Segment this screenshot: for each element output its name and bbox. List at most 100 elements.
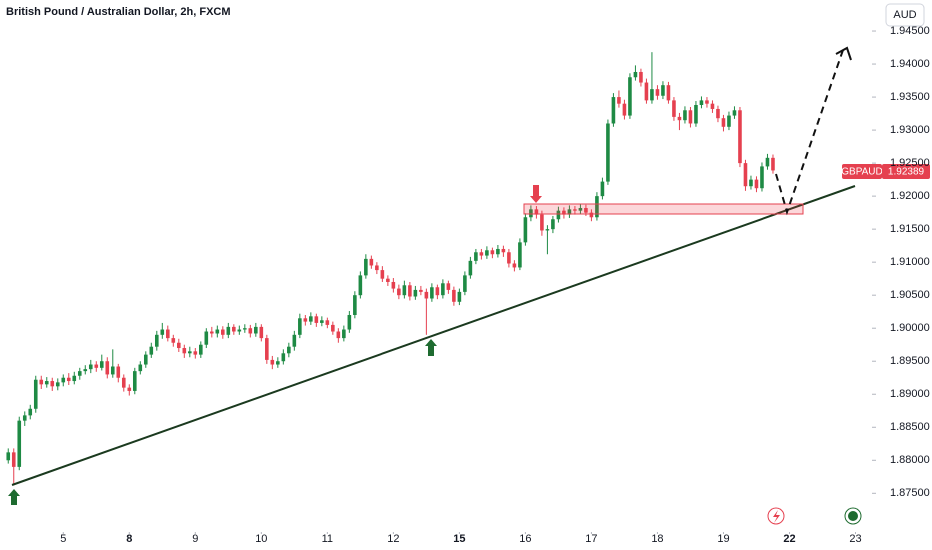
candle-body — [446, 283, 451, 290]
candle-body — [314, 316, 319, 323]
candle-body — [523, 217, 528, 243]
price-tag — [882, 164, 930, 179]
candle-body — [331, 324, 335, 332]
y-tick-label: 1.91000 — [890, 256, 930, 268]
candle-body — [617, 97, 621, 104]
event-icon-flag — [848, 511, 858, 521]
candle-body — [259, 326, 264, 339]
candle-body — [243, 328, 247, 330]
candle-body — [419, 289, 423, 292]
candle-body — [61, 377, 66, 383]
x-tick-label: 16 — [519, 533, 531, 545]
candle-body — [132, 371, 137, 391]
candle-body — [408, 285, 412, 297]
candle-body — [254, 326, 258, 334]
candle-body — [573, 209, 577, 211]
candle-body — [364, 258, 368, 276]
candle-body — [512, 263, 517, 268]
candle-body — [683, 110, 687, 121]
candle-body — [39, 379, 44, 385]
candle-body — [677, 116, 682, 121]
x-tick-label: 11 — [322, 533, 333, 545]
candle-body — [529, 209, 533, 218]
candle-body — [622, 103, 627, 116]
candle-body — [688, 110, 693, 124]
trendline — [11, 185, 856, 486]
candle-body — [55, 382, 60, 387]
candle-body — [716, 108, 720, 119]
currency-label: AUD — [893, 9, 916, 21]
candle-body — [369, 258, 374, 266]
candle-body — [50, 381, 55, 387]
x-tick-label: 5 — [60, 533, 66, 545]
candle-body — [99, 361, 104, 368]
candle-body — [435, 287, 440, 296]
currency-button[interactable] — [885, 3, 925, 27]
candle-body — [11, 452, 16, 467]
candle-body — [562, 210, 566, 215]
candle-body — [463, 275, 467, 292]
candle-body — [303, 318, 308, 322]
symbol-tag — [842, 164, 882, 179]
candle-body — [149, 346, 154, 355]
x-tick-label: 9 — [192, 533, 198, 545]
y-tick-label: 1.93000 — [890, 124, 930, 136]
candle-body — [110, 366, 115, 375]
resistance-zone — [523, 203, 804, 215]
y-tick-label: 1.90500 — [890, 289, 930, 301]
y-tick-label: 1.94500 — [890, 25, 930, 37]
candle-body — [221, 329, 225, 335]
candle-body — [127, 387, 132, 391]
y-tick-label: 1.92000 — [890, 190, 930, 202]
candle-body — [699, 100, 704, 105]
candle-body — [441, 283, 445, 296]
candle-body — [507, 252, 511, 264]
candles — [6, 52, 775, 486]
projection — [775, 49, 844, 216]
y-tick-label: 1.94000 — [890, 58, 930, 70]
candle-body — [540, 214, 544, 231]
candle-body — [44, 381, 49, 385]
y-tick-label: 1.91500 — [890, 223, 930, 235]
projection-head — [835, 46, 852, 61]
candle-body — [534, 209, 539, 215]
candle-body — [270, 359, 275, 365]
candle-body — [281, 353, 286, 362]
candle-body — [182, 348, 187, 354]
candle-body — [600, 181, 605, 197]
candle-body — [237, 329, 242, 332]
candle-body — [342, 329, 346, 339]
candle-body — [33, 379, 38, 409]
candle-body — [386, 278, 390, 282]
up-arrow — [8, 489, 20, 505]
candle-body — [424, 291, 429, 299]
candle-body — [589, 212, 594, 218]
candle-body — [94, 364, 99, 368]
candle-body — [287, 346, 291, 354]
candle-body — [232, 326, 236, 332]
candle-body — [457, 291, 462, 302]
x-tick-label: 15 — [453, 533, 465, 545]
candle-body — [188, 351, 192, 354]
candle-body — [193, 351, 198, 355]
candle-body — [661, 85, 665, 96]
symbol-label: GBPAUD — [841, 167, 883, 178]
candle-body — [628, 77, 632, 116]
candle-body — [606, 123, 610, 182]
candle-body — [710, 103, 715, 109]
candle-body — [204, 331, 209, 345]
candle-body — [452, 289, 456, 302]
candle-body — [199, 344, 203, 355]
candle-body — [468, 260, 473, 276]
candle-body — [116, 366, 121, 378]
candle-body — [28, 408, 33, 416]
candle-body — [292, 334, 297, 347]
candle-body — [6, 452, 11, 461]
candle-body — [518, 242, 522, 268]
candle-body — [595, 196, 599, 218]
y-tick-label: 1.88000 — [890, 454, 930, 466]
candle-body — [177, 342, 181, 349]
candle-body — [485, 250, 489, 256]
candle-body — [765, 157, 770, 167]
candle-body — [121, 377, 126, 388]
